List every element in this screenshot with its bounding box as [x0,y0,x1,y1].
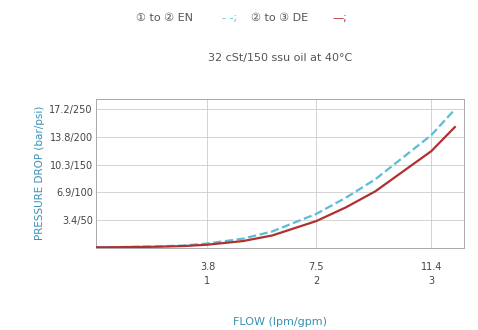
Text: 32 cSt/150 ssu oil at 40°C: 32 cSt/150 ssu oil at 40°C [207,53,352,63]
Y-axis label: PRESSURE DROP (bar/psi): PRESSURE DROP (bar/psi) [35,106,45,241]
Text: ② to ③ DE: ② to ③ DE [244,13,311,23]
Text: 3.8: 3.8 [200,262,215,272]
Text: 1: 1 [205,276,210,285]
Text: —;: —; [332,13,347,23]
Text: 7.5: 7.5 [309,262,324,272]
Text: ① to ② EN: ① to ② EN [136,13,197,23]
Text: 11.4: 11.4 [421,262,442,272]
Text: 3: 3 [428,276,435,285]
Text: - -;: - -; [222,13,238,23]
Text: 2: 2 [313,276,320,285]
Text: FLOW (lpm/gpm): FLOW (lpm/gpm) [233,317,326,327]
